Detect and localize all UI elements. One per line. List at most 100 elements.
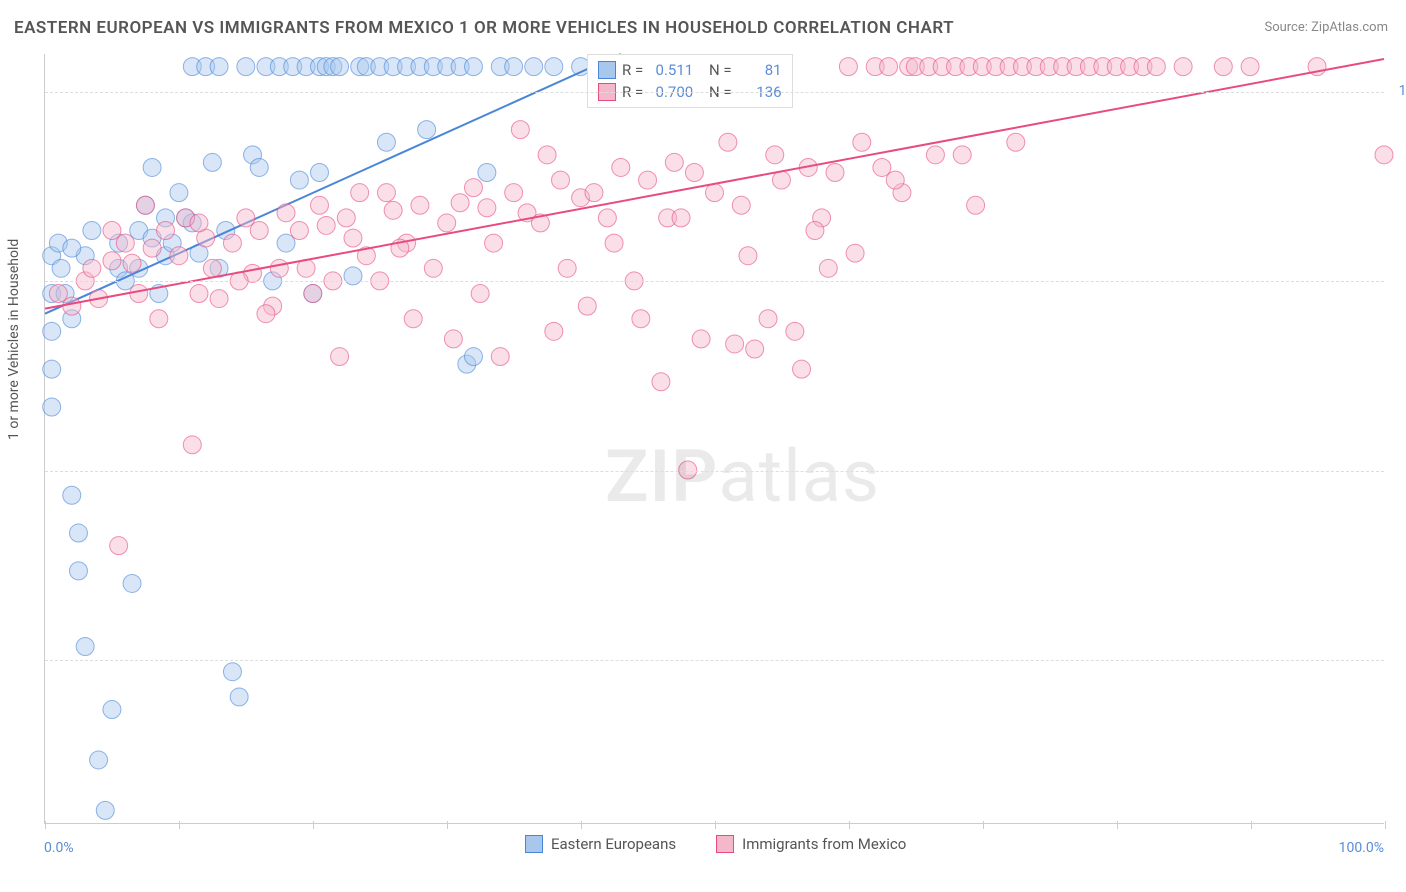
scatter-point xyxy=(103,222,121,240)
scatter-point xyxy=(384,201,402,219)
scatter-point xyxy=(83,259,101,277)
scatter-point xyxy=(43,398,61,416)
scatter-point xyxy=(103,701,121,719)
scatter-point xyxy=(290,222,308,240)
scatter-point xyxy=(726,335,744,353)
scatter-point xyxy=(786,322,804,340)
x-tick-mark xyxy=(581,821,582,829)
scatter-point xyxy=(444,330,462,348)
scatter-point xyxy=(1241,58,1259,76)
scatter-point xyxy=(692,330,710,348)
scatter-point xyxy=(511,121,529,139)
scatter-point xyxy=(424,259,442,277)
scatter-point xyxy=(170,247,188,265)
scatter-point xyxy=(63,486,81,504)
x-tick-mark xyxy=(849,821,850,829)
y-tick-label: 77.5% xyxy=(1389,651,1406,667)
scatter-point xyxy=(257,305,275,323)
series-swatch xyxy=(598,61,616,79)
scatter-point xyxy=(337,209,355,227)
scatter-point xyxy=(237,58,255,76)
scatter-point xyxy=(464,348,482,366)
scatter-point xyxy=(880,58,898,76)
scatter-point xyxy=(1375,146,1393,164)
scatter-point xyxy=(183,436,201,454)
gridline xyxy=(45,281,1384,282)
scatter-point xyxy=(464,58,482,76)
scatter-point xyxy=(746,340,764,358)
scatter-point xyxy=(793,360,811,378)
scatter-point xyxy=(478,199,496,217)
scatter-point xyxy=(69,524,87,542)
gridline xyxy=(45,471,1384,472)
scatter-point xyxy=(76,638,94,656)
scatter-point xyxy=(230,688,248,706)
scatter-point xyxy=(344,229,362,247)
scatter-point xyxy=(578,297,596,315)
scatter-point xyxy=(317,216,335,234)
scatter-point xyxy=(203,153,221,171)
scatter-point xyxy=(250,158,268,176)
scatter-point xyxy=(478,164,496,182)
x-tick-label: 100.0% xyxy=(1339,840,1384,856)
y-tick-label: 85.0% xyxy=(1389,462,1406,478)
x-tick-mark xyxy=(983,821,984,829)
scatter-point xyxy=(90,751,108,769)
scatter-point xyxy=(123,574,141,592)
scatter-point xyxy=(277,234,295,252)
scatter-point xyxy=(331,58,349,76)
scatter-point xyxy=(505,184,523,202)
scatter-point xyxy=(277,204,295,222)
legend-item: Eastern Europeans xyxy=(525,835,676,853)
scatter-point xyxy=(438,214,456,232)
legend: Eastern Europeans Immigrants from Mexico xyxy=(525,835,906,853)
scatter-point xyxy=(351,184,369,202)
scatter-point xyxy=(210,58,228,76)
scatter-point xyxy=(304,285,322,303)
x-tick-mark xyxy=(715,821,716,829)
n-label: N = xyxy=(709,61,732,79)
x-tick-mark xyxy=(179,821,180,829)
scatter-point xyxy=(123,254,141,272)
scatter-point xyxy=(639,171,657,189)
x-tick-mark xyxy=(1117,821,1118,829)
gridline xyxy=(45,92,1384,93)
scatter-point xyxy=(96,801,114,819)
scatter-point xyxy=(806,222,824,240)
scatter-point xyxy=(826,164,844,182)
scatter-point xyxy=(605,234,623,252)
n-value: 81 xyxy=(738,61,782,79)
r-label: R = xyxy=(622,61,643,79)
x-tick-mark xyxy=(1251,821,1252,829)
scatter-point xyxy=(63,239,81,257)
scatter-point xyxy=(585,184,603,202)
scatter-point xyxy=(491,348,509,366)
scatter-point xyxy=(505,58,523,76)
scatter-point xyxy=(150,310,168,328)
source-attribution: Source: ZipAtlas.com xyxy=(1264,20,1388,35)
scatter-point xyxy=(967,196,985,214)
scatter-point xyxy=(538,146,556,164)
scatter-point xyxy=(819,259,837,277)
scatter-point xyxy=(418,121,436,139)
scatter-point xyxy=(116,234,134,252)
scatter-point xyxy=(170,184,188,202)
scatter-point xyxy=(545,58,563,76)
scatter-point xyxy=(250,222,268,240)
scatter-point xyxy=(377,133,395,151)
scatter-point xyxy=(83,222,101,240)
scatter-point xyxy=(290,171,308,189)
scatter-point xyxy=(143,239,161,257)
y-axis-label: 1 or more Vehicles in Household xyxy=(6,239,22,440)
scatter-point xyxy=(311,164,329,182)
scatter-point xyxy=(766,146,784,164)
scatter-point xyxy=(237,209,255,227)
scatter-point xyxy=(1214,58,1232,76)
legend-label: Immigrants from Mexico xyxy=(742,835,906,853)
scatter-point xyxy=(525,58,543,76)
scatter-point xyxy=(43,322,61,340)
scatter-point xyxy=(404,310,422,328)
x-tick-mark xyxy=(1385,821,1386,829)
scatter-point xyxy=(210,290,228,308)
scatter-point xyxy=(451,194,469,212)
